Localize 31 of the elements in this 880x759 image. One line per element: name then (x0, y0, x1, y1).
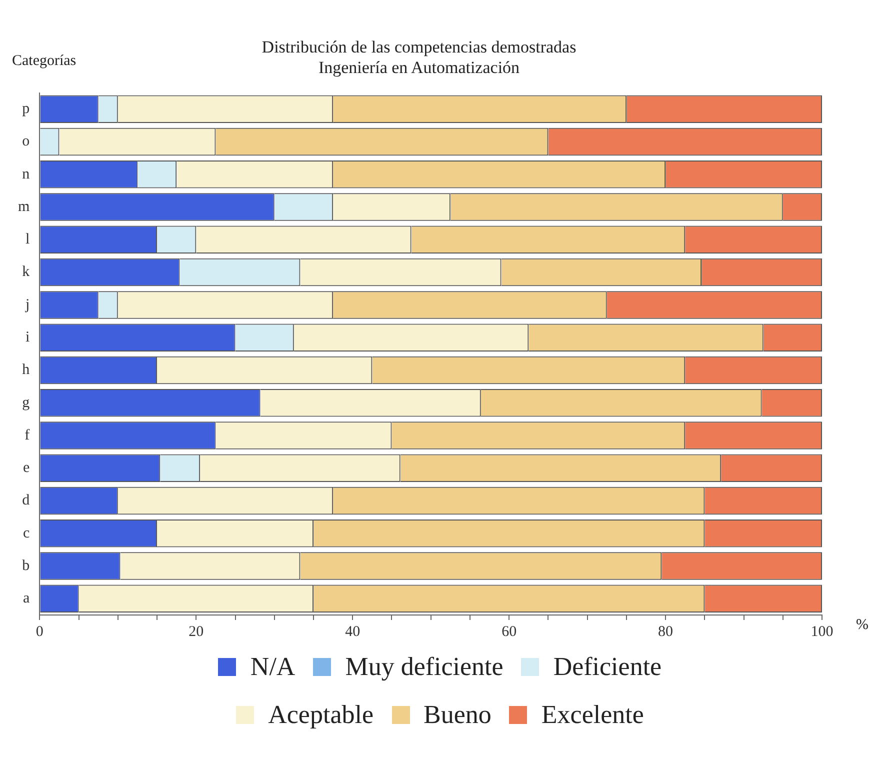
y-tick-label: h (22, 362, 30, 378)
chart-title: Distribución de las competencias demostradas Ingeniería en Automatización (262, 38, 576, 78)
y-tick-label: d (22, 492, 30, 509)
y-axis-title: Categorías (12, 53, 76, 70)
y-tick-label: i (25, 330, 30, 346)
y-tick-label: e (22, 460, 30, 476)
x-tick-label: 100 (810, 624, 834, 640)
y-tick-label: k (22, 264, 30, 280)
x-tick-label: 20 (188, 624, 204, 640)
x-tick-label: 0 (36, 624, 44, 640)
legend-label: Excelente (541, 700, 644, 730)
y-tick-label: a (22, 590, 30, 607)
x-tick-label: 80 (658, 624, 674, 640)
y-tick-label: c (22, 525, 30, 542)
legend-label: Aceptable (268, 700, 374, 730)
legend-label: Muy deficiente (345, 652, 504, 682)
legend-label: Deficiente (553, 652, 662, 682)
x-tick-label: 40 (345, 624, 360, 640)
y-tick-label: p (22, 101, 30, 118)
legend-label: N/A (250, 652, 296, 682)
x-tick-label: 60 (502, 624, 517, 640)
y-tick-label: l (25, 232, 30, 248)
legend-label: Bueno (424, 700, 492, 730)
y-tick-label: j (24, 296, 30, 313)
y-tick-label: g (22, 394, 30, 411)
y-tick-label: n (22, 166, 30, 182)
y-tick-label: o (22, 134, 30, 150)
y-tick-label: m (18, 198, 30, 215)
y-tick-label: b (22, 558, 30, 574)
y-tick-label: f (24, 427, 30, 444)
x-axis-title: % (856, 616, 868, 633)
